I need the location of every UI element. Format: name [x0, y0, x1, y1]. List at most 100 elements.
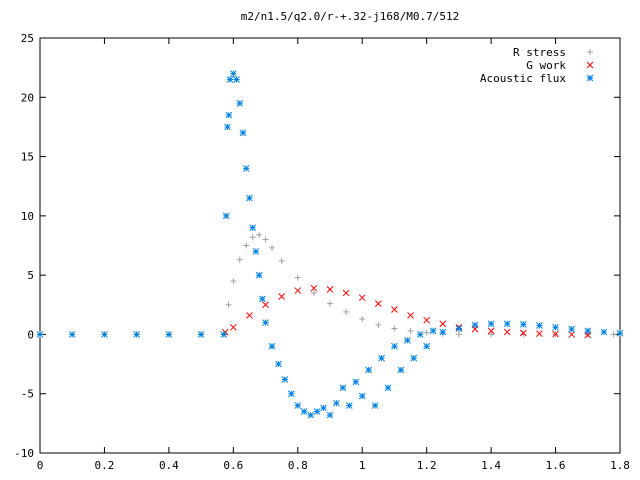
data-point	[407, 327, 414, 334]
data-point	[246, 312, 253, 319]
data-point	[258, 295, 266, 303]
data-point	[310, 284, 318, 292]
data-point	[455, 325, 463, 332]
legend-marker	[587, 49, 593, 55]
data-point	[310, 289, 317, 296]
data-point	[391, 325, 398, 332]
data-point	[384, 384, 392, 392]
y-tick-label: -10	[14, 447, 34, 460]
data-point	[275, 360, 282, 368]
y-tick-label: 10	[21, 210, 34, 223]
data-point	[616, 329, 624, 337]
series-g-work	[221, 284, 592, 339]
x-tick-label: 1	[359, 459, 366, 472]
data-point	[226, 76, 234, 83]
data-point	[36, 331, 44, 338]
data-point	[165, 331, 173, 338]
x-tick-label: 0	[37, 459, 44, 472]
data-point	[371, 402, 379, 409]
data-point	[429, 327, 437, 335]
data-point	[358, 294, 366, 302]
data-point	[249, 224, 257, 232]
y-tick-label: 15	[21, 151, 34, 164]
axis-ticks: 0 0.2 0.4 0.6 0.8 1 1.2 1.4 1.6 1.8 -10 -5 0 5 10 15 20 2…	[14, 32, 630, 472]
data-point	[378, 354, 385, 362]
data-point	[365, 366, 373, 374]
data-point	[320, 404, 327, 412]
data-point	[568, 325, 576, 333]
data-point	[239, 129, 247, 137]
data-point	[416, 331, 424, 338]
data-point	[249, 234, 256, 241]
data-point	[471, 321, 479, 329]
data-point	[410, 354, 418, 362]
data-point	[224, 123, 231, 131]
data-point	[568, 331, 576, 338]
legend-label: G work	[526, 59, 566, 72]
data-point	[600, 328, 608, 336]
data-point	[487, 327, 495, 335]
data-point	[220, 331, 228, 338]
data-point	[326, 411, 334, 419]
y-tick-label: 20	[21, 91, 34, 104]
x-tick-label: 0.6	[223, 459, 243, 472]
data-point	[339, 384, 347, 392]
data-point	[342, 289, 350, 297]
data-point	[268, 342, 276, 350]
data-point	[503, 320, 511, 328]
data-point	[327, 300, 333, 307]
x-tick-label: 1.2	[417, 459, 437, 472]
x-tick-label: 1.4	[481, 459, 501, 472]
data-point	[300, 408, 308, 415]
data-point	[397, 366, 405, 374]
data-point	[407, 312, 414, 319]
data-point	[439, 328, 447, 336]
data-point	[345, 402, 353, 409]
series-acoustic-flux	[36, 70, 624, 419]
data-point	[552, 330, 559, 338]
data-point	[584, 327, 592, 335]
data-point	[229, 323, 237, 331]
y-tick-label: 0	[27, 328, 34, 341]
x-tick-label: 0.4	[159, 459, 179, 472]
data-point	[307, 411, 315, 419]
data-point	[262, 319, 269, 326]
data-point	[233, 76, 240, 83]
data-point	[343, 308, 350, 315]
data-point	[255, 271, 263, 279]
data-point	[252, 248, 260, 255]
data-point	[375, 321, 382, 328]
data-point	[294, 402, 302, 409]
data-point	[326, 286, 334, 293]
x-tick-label: 1.6	[546, 459, 566, 472]
data-point	[262, 236, 269, 243]
y-tick-label: 25	[21, 32, 34, 45]
data-point	[246, 194, 253, 202]
legend-label: Acoustic flux	[480, 72, 566, 85]
data-point	[294, 287, 302, 294]
y-tick-label: -5	[21, 388, 34, 401]
data-point	[610, 331, 617, 338]
legend-marker	[586, 61, 594, 69]
data-point	[352, 378, 360, 386]
series-r-stress	[37, 231, 617, 338]
legend-label: R stress	[513, 46, 566, 59]
chart-title: m2/n1.5/q2.0/r-+.32-j168/M0.7/512	[241, 10, 460, 23]
data-point	[269, 244, 275, 251]
data-marks	[36, 70, 624, 419]
x-tick-label: 0.8	[288, 459, 308, 472]
data-point	[403, 337, 411, 344]
data-point	[391, 306, 398, 313]
data-point	[236, 256, 243, 263]
data-point	[519, 320, 527, 328]
data-point	[229, 70, 237, 77]
data-point	[197, 331, 205, 338]
data-point	[101, 331, 108, 338]
data-point	[313, 408, 321, 415]
data-point	[243, 242, 250, 249]
y-tick-label: 5	[27, 269, 34, 282]
data-point	[488, 331, 495, 338]
data-point	[423, 342, 431, 350]
